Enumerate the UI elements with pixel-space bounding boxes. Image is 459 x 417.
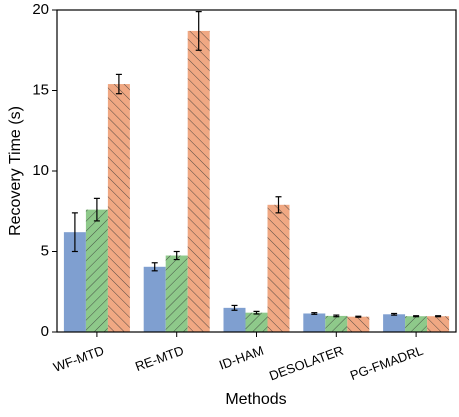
bar (223, 307, 246, 332)
bar (303, 313, 326, 332)
error-bar (93, 197, 100, 222)
error-bar (435, 315, 442, 318)
error-bar (231, 304, 238, 311)
error-bar (115, 73, 122, 95)
bar-hatch (85, 209, 108, 332)
bar-hatch (405, 316, 428, 332)
error-bar (391, 312, 398, 316)
error-bar (71, 212, 78, 253)
y-axis-title: Recovery Time (s) (7, 106, 24, 236)
error-bar (151, 262, 158, 272)
bar-hatch (165, 255, 188, 332)
bar-hatch (267, 204, 290, 332)
error-bar (333, 314, 340, 318)
x-tick-label: DESOLATER (267, 343, 345, 384)
bar-hatch (347, 316, 370, 332)
error-bar (253, 310, 260, 315)
bar (63, 232, 86, 332)
error-bar (355, 315, 362, 318)
bar-hatch (325, 315, 348, 332)
y-tick-label: 5 (41, 242, 49, 259)
bar (143, 266, 166, 332)
y-tick-label: 20 (32, 1, 49, 18)
x-tick-label: PG-FMADRL (348, 343, 425, 383)
x-axis-title: Methods (225, 391, 286, 408)
y-tick-label: 15 (32, 81, 49, 98)
y-tick-label: 10 (32, 162, 49, 179)
y-tick-label: 0 (41, 323, 49, 340)
error-bar (413, 315, 420, 318)
error-bar (173, 250, 180, 261)
bar-hatch (427, 316, 450, 332)
x-tick-label: ID-HAM (217, 343, 266, 373)
bar-hatch (107, 84, 130, 332)
error-bar (311, 312, 318, 315)
error-bar (275, 196, 282, 214)
bar-hatch (245, 312, 268, 332)
x-tick-label: WF-MTD (51, 343, 106, 375)
bar (383, 314, 406, 332)
bar-hatch (187, 30, 210, 333)
error-bar (195, 11, 202, 51)
plot-frame (56, 9, 457, 333)
x-tick-label: RE-MTD (133, 343, 186, 374)
